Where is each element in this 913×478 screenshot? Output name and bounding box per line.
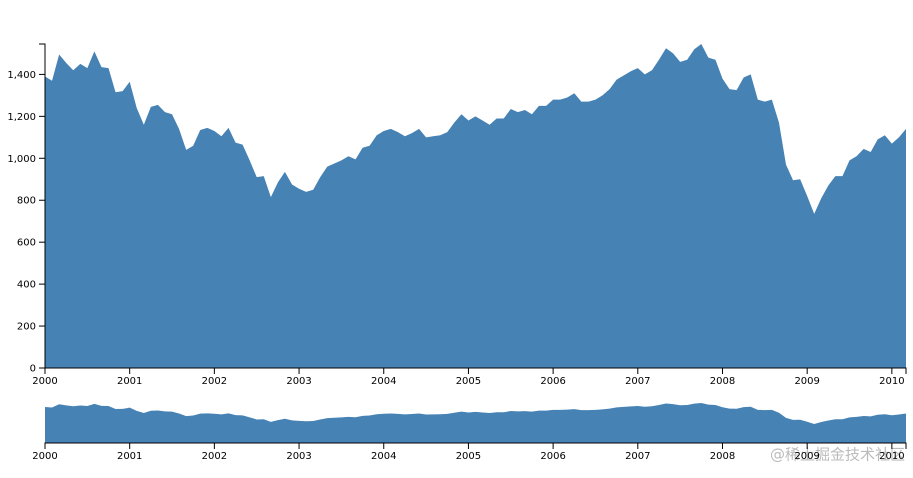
- y-tick-label: 0: [30, 364, 36, 375]
- x-tick-label: 2005: [456, 376, 481, 387]
- y-tick-label: 200: [17, 322, 36, 333]
- x-tick-label: 2000: [32, 451, 57, 462]
- watermark: @稀土掘金技术社区: [770, 446, 905, 464]
- x-tick-label: 2005: [456, 451, 481, 462]
- x-tick-label: 2007: [625, 451, 650, 462]
- y-axis-line: [39, 43, 46, 369]
- y-tick-label: 1,000: [7, 154, 36, 165]
- y-tick-label: 800: [17, 196, 36, 207]
- x-tick-label: 2010: [879, 451, 904, 462]
- x-tick-label: 2001: [117, 451, 142, 462]
- x-tick-label: 2002: [202, 451, 227, 462]
- area: [45, 403, 906, 443]
- x-tick-label: 2001: [117, 376, 142, 387]
- y-tick-label: 600: [17, 238, 36, 249]
- x-tick-label: 2008: [710, 451, 735, 462]
- x-tick-label: 2006: [540, 451, 565, 462]
- x-tick-label: 2010: [879, 376, 904, 387]
- x-tick-label: 2003: [286, 451, 311, 462]
- x-tick-label: 2004: [371, 451, 396, 462]
- y-tick-label: 400: [17, 280, 36, 291]
- x-tick-label: 2003: [286, 376, 311, 387]
- x-tick-label: 2002: [202, 376, 227, 387]
- x-tick-label: 2009: [794, 376, 819, 387]
- x-axis-line: [44, 367, 907, 374]
- x-tick-label: 2009: [794, 451, 819, 462]
- x-tick-label: 2007: [625, 376, 650, 387]
- y-tick-label: 1,200: [7, 112, 36, 123]
- x-tick-label: 2004: [371, 376, 396, 387]
- y-tick-label: 1,400: [7, 70, 36, 81]
- x-tick-label: 2000: [32, 376, 57, 387]
- x-tick-label: 2008: [710, 376, 735, 387]
- area: [45, 44, 906, 368]
- x-tick-label: 2006: [540, 376, 565, 387]
